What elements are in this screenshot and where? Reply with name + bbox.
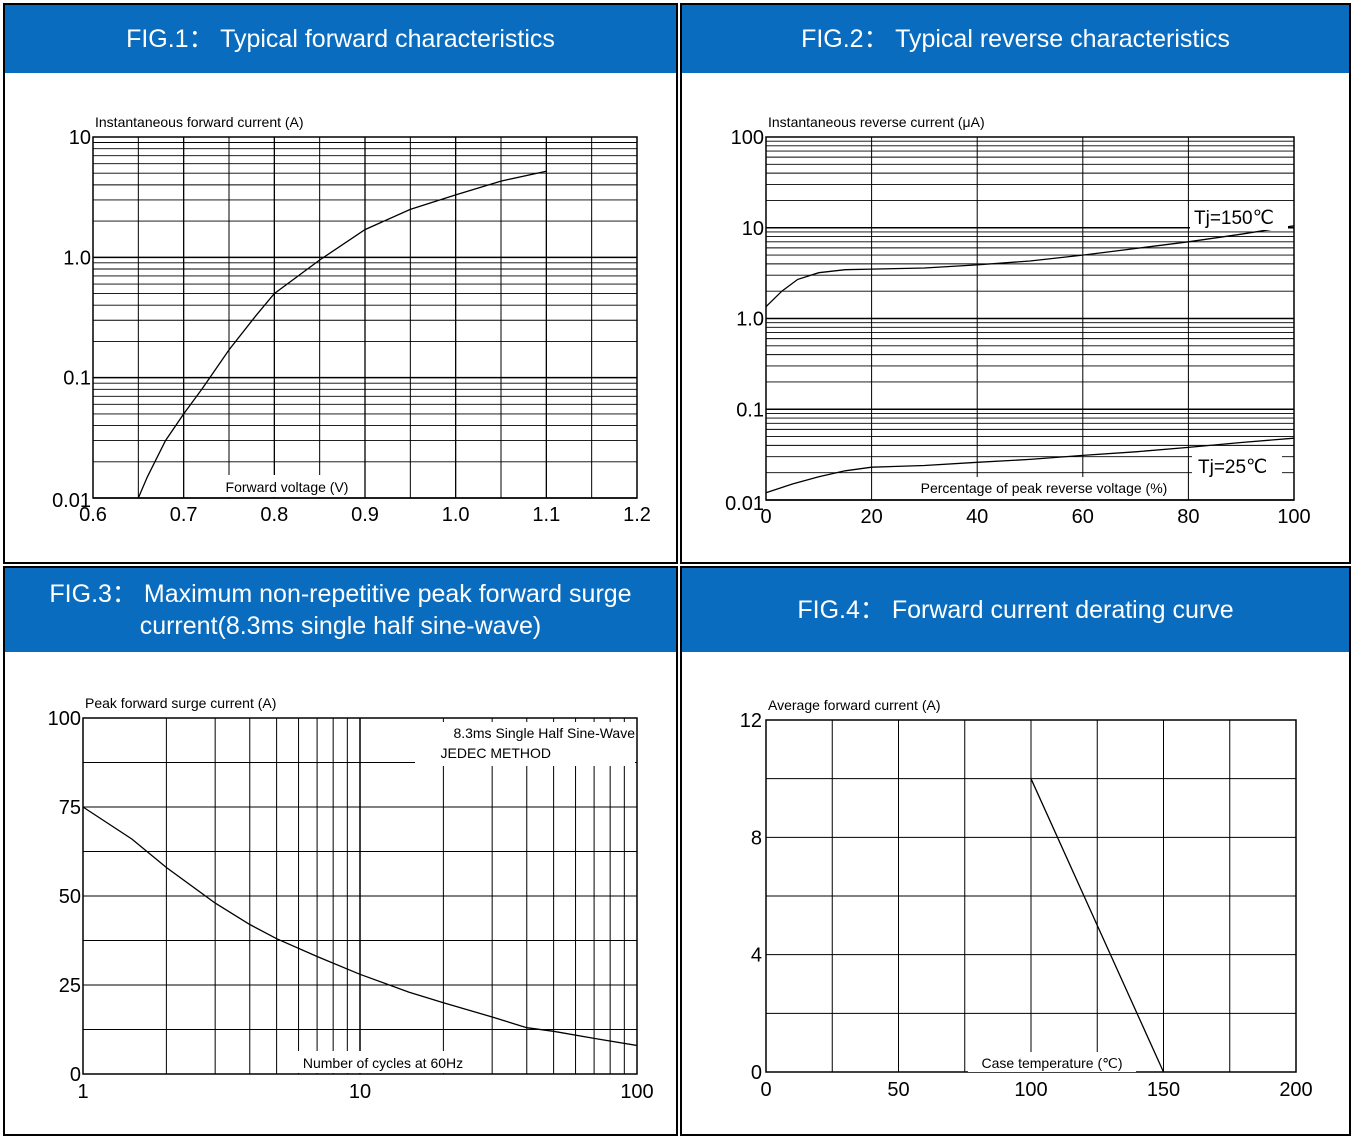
y-tick-label: 12 — [740, 710, 762, 732]
y-tick-label: 0 — [70, 1064, 81, 1086]
y-axis-label: Instantaneous reverse current (μA) — [768, 114, 985, 130]
x-tick-label: 0.6 — [79, 504, 107, 526]
chart-2: Tj=150℃ Tj=25℃ Percentage of peak reverse … — [725, 114, 1311, 528]
y-axis-label: Instantaneous forward current (A) — [95, 114, 304, 130]
x-axis-label: Number of cycles at 60Hz — [303, 1055, 463, 1071]
figure-panel-3: FIG.3： Maximum non-repetitive peak forwa… — [3, 566, 678, 1136]
figure-panel-1: FIG.1： Typical forward characteristics F… — [3, 3, 678, 564]
x-tick-label: 1.1 — [532, 504, 560, 526]
figure-title-line: FIG.2： Typical reverse characteristics — [801, 24, 1230, 53]
x-tick-label: 0.8 — [260, 504, 288, 526]
series-line — [765, 225, 1295, 308]
y-tick-label: 10 — [742, 218, 764, 240]
x-tick-label: 0 — [760, 1079, 771, 1101]
annotation-bg — [1190, 206, 1288, 230]
figure-title-line: FIG.3： Maximum non-repetitive peak forwa… — [49, 579, 632, 608]
x-axis-label: Forward voltage (V) — [226, 479, 349, 495]
y-tick-label: 0.1 — [736, 399, 764, 421]
figure-title-line: FIG.1： Typical forward characteristics — [126, 24, 555, 53]
figure-title-line: FIG.4： Forward current derating curve — [797, 595, 1234, 624]
y-tick-label: 4 — [751, 945, 762, 967]
y-tick-label: 0.01 — [725, 493, 764, 515]
y-axis-label: Average forward current (A) — [768, 697, 940, 713]
x-tick-label: 1 — [77, 1081, 88, 1103]
x-tick-label: 100 — [1014, 1079, 1047, 1101]
chart-3: 8.3ms Single Half Sine-Wave JEDEC METHOD N… — [48, 695, 654, 1103]
y-tick-label: 75 — [59, 797, 81, 819]
x-tick-label: 100 — [1277, 506, 1310, 528]
y-tick-label: 0.01 — [52, 490, 91, 512]
x-tick-label: 60 — [1072, 506, 1094, 528]
y-tick-label: 10 — [69, 127, 91, 149]
plot-frame — [82, 717, 638, 1075]
x-tick-label: 40 — [966, 506, 988, 528]
x-tick-label: 80 — [1177, 506, 1199, 528]
x-tick-label: 50 — [887, 1079, 909, 1101]
figure-title-4: FIG.4： Forward current derating curve — [682, 568, 1349, 652]
y-tick-label: 8 — [751, 827, 762, 849]
x-axis-label: Case temperature (℃) — [982, 1055, 1123, 1071]
x-tick-label: 10 — [349, 1081, 371, 1103]
figure-title-3: FIG.3： Maximum non-repetitive peak forwa… — [5, 568, 676, 652]
method-annotation: 8.3ms Single Half Sine-Wave — [453, 725, 635, 741]
series-line — [1030, 778, 1165, 1073]
x-tick-label: 0.9 — [351, 504, 379, 526]
series-line — [82, 806, 638, 1047]
x-tick-label: 20 — [860, 506, 882, 528]
x-axis-label: Percentage of peak reverse voltage (%) — [921, 480, 1168, 496]
chart-4: Case temperature (℃) Average forward curr… — [740, 697, 1313, 1101]
xlabel-bg — [902, 477, 1186, 499]
x-tick-label: 0.7 — [170, 504, 198, 526]
y-axis-label: Peak forward surge current (A) — [85, 695, 276, 711]
x-tick-label: 1.2 — [623, 504, 651, 526]
method-annotation: JEDEC METHOD — [441, 745, 551, 761]
x-tick-label: 1.0 — [442, 504, 470, 526]
y-tick-label: 1.0 — [63, 247, 91, 269]
y-tick-label: 0.1 — [63, 368, 91, 390]
plot-frame — [765, 136, 1295, 501]
figure-panel-2: FIG.2： Typical reverse characteristics T… — [680, 3, 1351, 564]
xlabel-bg — [968, 1052, 1136, 1072]
series-line — [765, 437, 1295, 494]
x-tick-label: 0 — [760, 506, 771, 528]
annotation-bg — [1192, 455, 1282, 479]
plot-frame — [92, 136, 638, 499]
xlabel-bg — [210, 475, 362, 497]
xlabel-bg — [287, 1051, 479, 1073]
x-tick-label: 150 — [1147, 1079, 1180, 1101]
figure-title-2: FIG.2： Typical reverse characteristics — [682, 5, 1349, 73]
y-tick-label: 100 — [731, 127, 764, 149]
figure-title-line: current(8.3ms single half sine-wave) — [139, 612, 542, 640]
tj25-annotation: Tj=25℃ — [1198, 457, 1267, 478]
y-tick-label: 100 — [48, 708, 81, 730]
figure-title-1: FIG.1： Typical forward characteristics — [5, 5, 676, 73]
series-line — [137, 170, 547, 499]
y-tick-label: 1.0 — [736, 309, 764, 331]
x-tick-label: 200 — [1279, 1079, 1312, 1101]
annotation-bg — [415, 722, 635, 766]
y-tick-label: 50 — [59, 886, 81, 908]
y-tick-label: 25 — [59, 975, 81, 997]
figure-panel-4: FIG.4： Forward current derating curve Ca… — [680, 566, 1351, 1136]
y-tick-label: 0 — [751, 1062, 762, 1084]
x-tick-label: 100 — [620, 1081, 653, 1103]
chart-1: Forward voltage (V) Instantaneous forward… — [52, 114, 651, 526]
tj150-annotation: Tj=150℃ — [1194, 208, 1274, 229]
